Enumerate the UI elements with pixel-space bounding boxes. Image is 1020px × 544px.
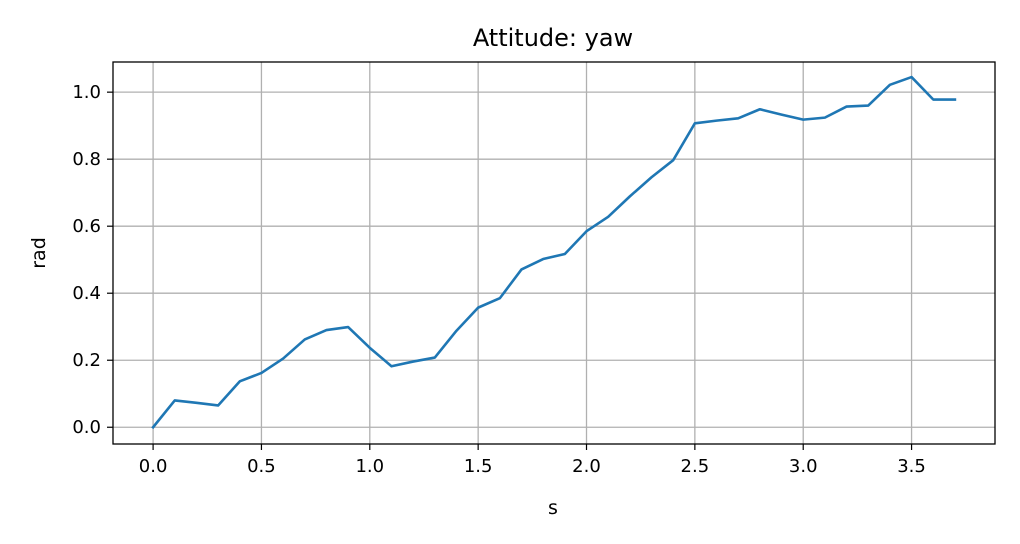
x-tick-label: 0.5 <box>247 456 276 477</box>
plot-frame <box>112 61 996 445</box>
y-axis-label: rad <box>28 237 50 269</box>
y-tick-label: 0.4 <box>72 283 101 304</box>
y-tick-label: 1.0 <box>72 82 101 103</box>
x-tick-label: 3.0 <box>789 456 818 477</box>
chart-title: Attitude: yaw <box>473 24 633 52</box>
series-line <box>151 75 957 430</box>
x-tick-label: 0.0 <box>139 456 168 477</box>
x-axis-label: s <box>548 497 558 519</box>
grid <box>113 62 995 444</box>
ticks: 0.0 0.5 1.0 1.5 2.0 2.5 3.0 3.5 0.0 0.2 0.4 0.6 0.8 1… <box>72 82 926 477</box>
y-tick-label: 0.6 <box>72 216 101 237</box>
y-tick-label: 0.2 <box>72 350 101 371</box>
y-tick-label: 0.0 <box>72 417 101 438</box>
x-tick-label: 2.0 <box>572 456 601 477</box>
x-tick-label: 1.5 <box>464 456 493 477</box>
series-layer <box>151 75 957 430</box>
x-tick-label: 3.5 <box>897 456 926 477</box>
y-tick-label: 0.8 <box>72 149 101 170</box>
x-tick-label: 2.5 <box>681 456 710 477</box>
x-tick-label: 1.0 <box>355 456 384 477</box>
